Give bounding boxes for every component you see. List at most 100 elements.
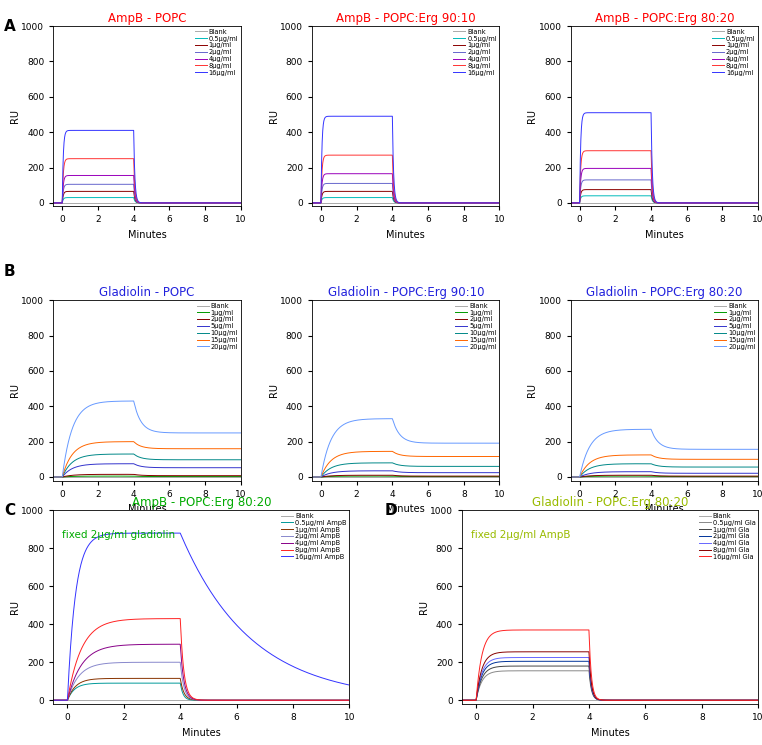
- 8μg/ml AmpB: [79, 640, 88, 649]
- 1μg/ml: [454, 198, 463, 207]
- Line: 8μg/ml: 8μg/ml: [53, 159, 241, 203]
- Blank: [566, 472, 575, 481]
- Blank: [79, 696, 88, 705]
- 10μg/ml: [327, 463, 336, 472]
- 15μg/ml: [754, 455, 762, 464]
- Blank: [195, 472, 204, 481]
- 2μg/ml: [695, 472, 704, 481]
- 10μg/ml: [68, 457, 77, 466]
- 8μg/ml: [495, 198, 504, 207]
- Line: 8μg/ml Gla: 8μg/ml Gla: [462, 652, 758, 700]
- 16μg/ml: [437, 198, 446, 207]
- 4μg/ml AmpB: [180, 676, 189, 685]
- 2μg/ml: [649, 195, 658, 204]
- 5μg/ml: [716, 469, 725, 478]
- 2μg/ml: [613, 175, 622, 184]
- Blank: [390, 472, 399, 481]
- Title: Gladiolin - POPC: Gladiolin - POPC: [99, 286, 195, 299]
- 15μg/ml: [495, 452, 504, 461]
- 8μg/ml: [390, 192, 399, 201]
- Legend: Blank, 0.5μg/ml, 1μg/ml, 2μg/ml, 4μg/ml, 8μg/ml, 16μg/ml: Blank, 0.5μg/ml, 1μg/ml, 2μg/ml, 4μg/ml,…: [453, 28, 498, 76]
- X-axis label: Minutes: Minutes: [645, 230, 684, 240]
- Blank: [642, 472, 651, 481]
- 16μg/ml: [307, 198, 316, 207]
- 0.5μg/ml AmpB: [176, 679, 185, 688]
- Line: 2μg/ml: 2μg/ml: [571, 180, 758, 203]
- 8μg/ml AmpB: [49, 696, 58, 705]
- 16μg/ml: [49, 198, 58, 207]
- X-axis label: Minutes: Minutes: [386, 230, 425, 240]
- 16μg/ml: [457, 198, 466, 207]
- 16μg/ml: [716, 198, 725, 207]
- 20μg/ml: [124, 396, 133, 405]
- 10μg/ml: [642, 459, 651, 468]
- Line: 1μg/ml: 1μg/ml: [53, 476, 241, 477]
- 5μg/ml: [68, 464, 77, 473]
- Line: 0.5μg/ml: 0.5μg/ml: [312, 197, 500, 203]
- X-axis label: Minutes: Minutes: [182, 728, 221, 738]
- 1μg/ml: [695, 472, 704, 481]
- Blank: [124, 198, 133, 207]
- Line: 8μg/ml AmpB: 8μg/ml AmpB: [53, 618, 350, 700]
- 1μg/ml: [199, 472, 208, 481]
- Blank: [49, 472, 58, 481]
- 1μg/ml: [585, 472, 594, 481]
- 2μg/ml: [454, 472, 463, 481]
- 1μg/ml: [68, 187, 77, 196]
- Blank: [436, 198, 445, 207]
- 2μg/ml: [566, 472, 575, 481]
- 8μg/ml: [195, 198, 204, 207]
- 20μg/ml: [132, 406, 141, 415]
- Text: fixed 2μg/ml gladiolin: fixed 2μg/ml gladiolin: [62, 530, 175, 539]
- 10μg/ml: [49, 472, 58, 481]
- 1μg/ml: [585, 186, 594, 194]
- Line: 1μg/ml: 1μg/ml: [312, 191, 500, 203]
- 15μg/ml: [178, 444, 187, 453]
- 4μg/ml AmpB: [176, 640, 185, 649]
- 16μg/ml AmpB: [345, 681, 354, 690]
- Blank: [327, 198, 336, 207]
- 2μg/ml AmpB: [180, 683, 189, 692]
- 4μg/ml: [132, 194, 141, 203]
- X-axis label: Minutes: Minutes: [386, 504, 425, 514]
- 2μg/ml AmpB: [176, 658, 185, 667]
- 15μg/ml: [129, 437, 138, 446]
- Blank: [307, 472, 316, 481]
- 15μg/ml: [236, 444, 245, 453]
- 4μg/ml Gla: [457, 696, 466, 705]
- 1μg/ml Gla: [661, 696, 671, 705]
- 5μg/ml: [754, 469, 762, 478]
- Line: 1μg/ml: 1μg/ml: [571, 476, 758, 477]
- 4μg/ml Gla: [578, 653, 587, 662]
- 1μg/ml: [695, 198, 704, 207]
- 5μg/ml: [49, 472, 58, 481]
- Blank: [383, 198, 392, 207]
- Line: 8μg/ml: 8μg/ml: [312, 155, 500, 203]
- 4μg/ml Gla: [754, 696, 762, 705]
- 2μg/ml: [327, 472, 336, 481]
- Line: 5μg/ml: 5μg/ml: [53, 463, 241, 477]
- 4μg/ml AmpB: [252, 696, 261, 705]
- 2μg/ml: [454, 198, 463, 207]
- Blank: [236, 198, 245, 207]
- 16μg/ml: [383, 112, 392, 121]
- 8μg/ml: [457, 198, 466, 207]
- 2μg/ml: [642, 471, 651, 480]
- 8μg/ml AmpB: [345, 696, 354, 705]
- 2μg/ml: [236, 198, 245, 207]
- 4μg/ml Gla: [584, 653, 594, 662]
- 10μg/ml: [390, 460, 399, 469]
- 8μg/ml: [307, 198, 316, 207]
- 4μg/ml: [495, 198, 504, 207]
- Line: 1μg/ml: 1μg/ml: [53, 191, 241, 203]
- 2μg/ml: [129, 470, 138, 479]
- 15μg/ml: [327, 456, 336, 465]
- 1μg/ml: [129, 472, 138, 481]
- 2μg/ml Gla: [488, 659, 497, 668]
- Line: 0.5μg/ml Gla: 0.5μg/ml Gla: [462, 670, 758, 700]
- 16μg/ml: [327, 112, 336, 121]
- 4μg/ml AmpB: [285, 696, 294, 705]
- 0.5μg/ml Gla: [578, 666, 587, 675]
- 10μg/ml: [754, 463, 762, 472]
- 8μg/ml Gla: [689, 696, 698, 705]
